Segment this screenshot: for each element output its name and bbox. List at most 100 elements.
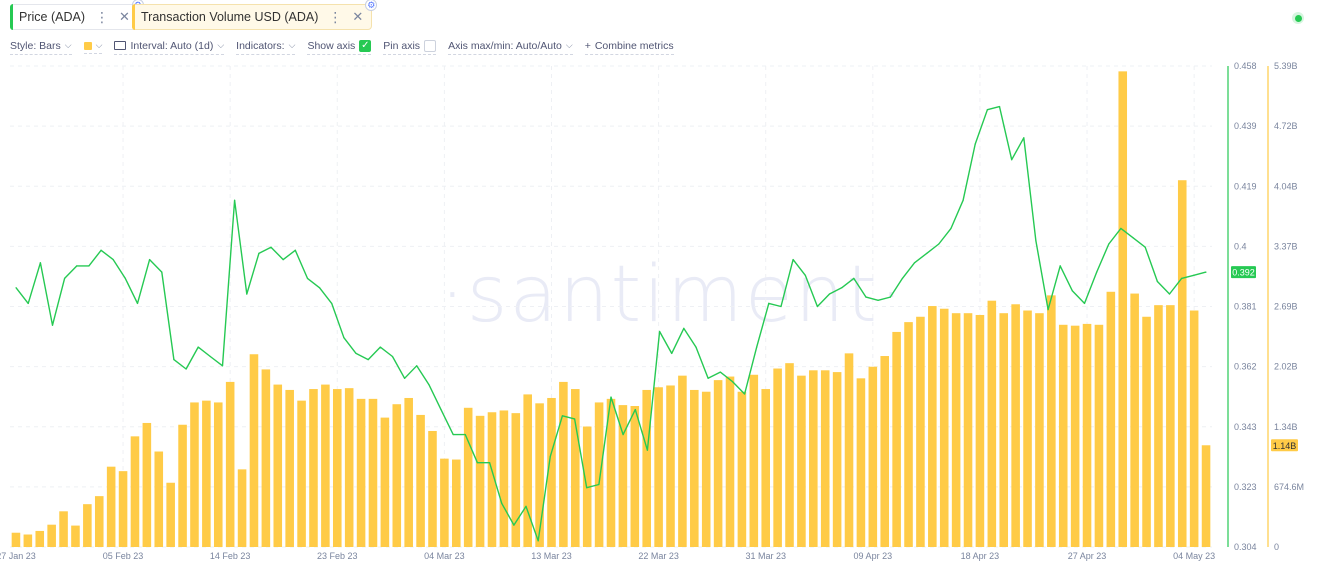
- volume-bar: [1011, 304, 1020, 547]
- price-point: [695, 346, 697, 348]
- live-status-icon: [1292, 12, 1304, 24]
- price-metric-label: Price (ADA): [19, 10, 85, 24]
- volume-bar: [785, 363, 794, 547]
- price-point: [294, 249, 296, 251]
- axis-maxmin-dropdown[interactable]: Axis max/min: Auto/Auto ⌵: [448, 40, 573, 55]
- pin-axis-checkbox[interactable]: [424, 39, 437, 52]
- price-point: [1132, 237, 1134, 239]
- price-point: [197, 346, 199, 348]
- metric-tag-price[interactable]: Price (ADA) ⋮ ✕ ⚙: [10, 0, 144, 30]
- volume-bar: [1118, 71, 1128, 547]
- interval-dropdown[interactable]: Interval: Auto (1d) ⌵: [114, 40, 225, 55]
- x-tick-label: 05 Feb 23: [103, 551, 144, 561]
- price-point: [792, 259, 794, 261]
- style-dropdown[interactable]: Style: Bars ⌵: [10, 40, 72, 55]
- price-point: [901, 277, 903, 279]
- volume-bar: [571, 389, 580, 547]
- price-point: [877, 299, 879, 301]
- volume-bar: [237, 469, 247, 547]
- style-label: Style: Bars: [10, 39, 61, 52]
- price-point: [926, 252, 928, 255]
- price-point: [561, 415, 564, 417]
- price-point: [367, 358, 369, 361]
- volume-bar: [404, 397, 413, 547]
- volume-bar: [487, 412, 497, 547]
- volume-bar: [1142, 316, 1151, 547]
- chevron-down-icon: ⌵: [565, 40, 573, 50]
- volume-bar: [511, 413, 521, 547]
- price-point: [598, 483, 600, 486]
- volume-bar: [142, 422, 152, 547]
- price-point: [234, 199, 236, 201]
- price-point: [841, 287, 843, 289]
- price-point: [1108, 243, 1110, 245]
- volume-tick-label: 5.39B: [1274, 61, 1298, 71]
- price-point: [938, 243, 940, 245]
- color-dropdown[interactable]: ⌵: [83, 40, 103, 54]
- volume-bar: [535, 403, 544, 547]
- chevron-down-icon: ⌵: [288, 40, 296, 50]
- volume-settings-icon[interactable]: ⚙: [365, 0, 378, 11]
- volume-bar: [713, 380, 723, 547]
- price-point: [525, 505, 527, 507]
- volume-close-icon[interactable]: ✕: [352, 9, 364, 24]
- combine-metrics-button[interactable]: + Combine metrics: [584, 40, 674, 55]
- volume-bar: [999, 313, 1009, 547]
- price-point: [573, 418, 576, 420]
- price-point: [756, 346, 758, 348]
- pin-axis-toggle[interactable]: Pin axis: [383, 39, 437, 55]
- axis-maxmin-label: Axis max/min: Auto/Auto: [448, 39, 562, 52]
- volume-menu-icon[interactable]: ⋮: [328, 8, 343, 25]
- price-point: [1071, 290, 1073, 292]
- volume-last-value: 1.14B: [1273, 441, 1297, 451]
- show-axis-label: Show axis: [307, 39, 356, 52]
- volume-bar: [321, 384, 330, 547]
- volume-bar: [440, 458, 449, 547]
- price-point: [634, 408, 636, 411]
- volume-bar: [202, 400, 211, 547]
- price-menu-icon[interactable]: ⋮: [94, 8, 109, 25]
- price-point: [1181, 277, 1183, 279]
- price-close-icon[interactable]: ✕: [118, 9, 130, 24]
- volume-bar: [904, 322, 913, 547]
- x-tick-label: 22 Mar 23: [638, 551, 679, 561]
- price-point: [586, 487, 588, 489]
- price-point: [1083, 302, 1086, 304]
- price-point: [1023, 137, 1025, 139]
- price-point: [707, 377, 709, 379]
- volume-bar: [118, 471, 128, 547]
- metric-tag-volume[interactable]: Transaction Volume USD (ADA) ⋮ ✕ ⚙: [132, 0, 378, 30]
- volume-bar: [690, 389, 699, 547]
- volume-bar: [594, 402, 604, 547]
- price-point: [391, 355, 394, 358]
- price-color-bar: [10, 4, 13, 30]
- price-point: [161, 271, 163, 273]
- volume-bar: [761, 389, 770, 547]
- price-point: [379, 346, 381, 348]
- chart-canvas[interactable]: 27 Jan 23 05 Feb 23 14 Feb 23 23 Feb 23 04 M…: [0, 60, 1317, 568]
- price-point: [646, 449, 649, 451]
- price-point: [816, 305, 819, 308]
- price-line-group: [15, 105, 1207, 542]
- price-point: [221, 365, 224, 367]
- volume-bar: [820, 370, 830, 547]
- show-axis-toggle[interactable]: Show axis ✓: [307, 39, 372, 55]
- calendar-icon: [114, 41, 127, 50]
- price-point: [1120, 227, 1122, 230]
- volume-bar: [1047, 295, 1056, 547]
- volume-bar: [725, 376, 735, 547]
- x-tick-label: 13 Mar 23: [531, 551, 572, 561]
- chevron-down-icon: ⌵: [64, 40, 72, 50]
- price-point: [331, 302, 333, 304]
- price-point: [804, 274, 806, 276]
- price-point: [64, 277, 66, 279]
- volume-bar: [654, 387, 663, 547]
- price-point: [1059, 265, 1061, 267]
- volume-tick-label: 1.34B: [1274, 422, 1298, 432]
- volume-bar: [1106, 291, 1116, 547]
- volume-bar: [1154, 305, 1163, 547]
- chevron-down-icon: ⌵: [217, 40, 225, 50]
- indicators-dropdown[interactable]: Indicators: ⌵: [236, 40, 296, 55]
- show-axis-checkbox[interactable]: ✓: [359, 39, 372, 52]
- volume-bar: [975, 314, 985, 547]
